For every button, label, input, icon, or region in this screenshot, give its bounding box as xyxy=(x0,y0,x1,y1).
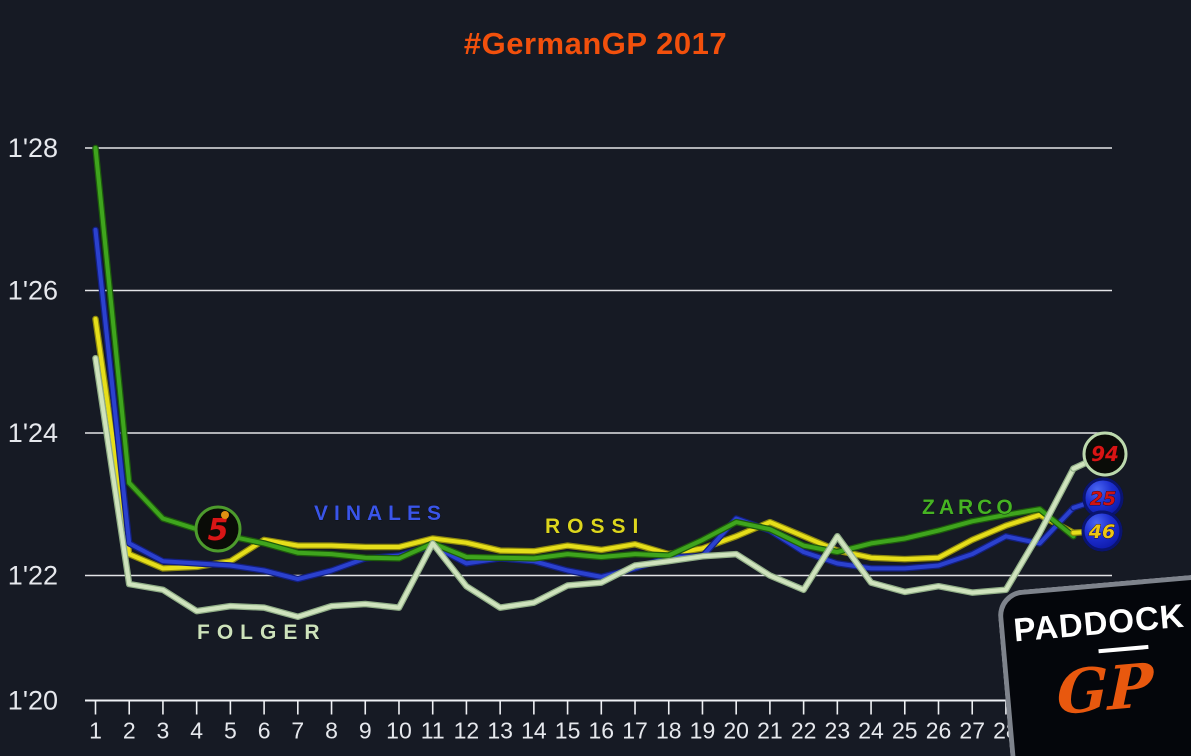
y-tick-label: 1'20 xyxy=(8,686,58,716)
chart-title: #GermanGP 2017 xyxy=(463,26,728,61)
x-tick-label: 14 xyxy=(521,718,547,744)
x-tick-label: 2 xyxy=(123,718,136,744)
x-tick-label: 7 xyxy=(291,718,304,744)
rider-number: 46 xyxy=(1088,521,1115,543)
y-tick-label: 1'28 xyxy=(8,133,58,163)
x-tick-label: 1 xyxy=(89,718,102,744)
x-tick-label: 23 xyxy=(825,718,851,744)
series-zarco xyxy=(92,144,1077,562)
x-tick-label: 20 xyxy=(723,718,749,744)
x-tick-label: 16 xyxy=(589,718,615,744)
x-tick-label: 12 xyxy=(454,718,480,744)
series-vinales xyxy=(92,226,1077,583)
x-tick-label: 22 xyxy=(791,718,817,744)
rider-badge-5: 5 xyxy=(194,505,242,553)
x-tick-label: 26 xyxy=(926,718,952,744)
x-tick-label: 25 xyxy=(892,718,918,744)
y-tick-label: 1'24 xyxy=(8,418,58,448)
x-tick-label: 11 xyxy=(421,718,445,744)
x-tick-label: 19 xyxy=(690,718,716,744)
rider-badge-25: 25 xyxy=(1082,477,1124,519)
x-tick-label: 13 xyxy=(487,718,513,744)
rider-badge-46: 46 xyxy=(1081,510,1123,552)
x-tick-label: 5 xyxy=(224,718,237,744)
y-axis-labels: 1'28 1'26 1'24 1'22 1'20 xyxy=(8,133,58,716)
x-tick-label: 8 xyxy=(325,718,338,744)
x-tick-label: 4 xyxy=(190,718,203,744)
rider-label-zarco: ZARCO xyxy=(922,496,1017,519)
rider-number: 5 xyxy=(208,513,229,548)
paddockgp-logo-gp: GP xyxy=(1056,650,1154,730)
y-tick-label: 1'22 xyxy=(8,561,58,591)
x-tick-label: 21 xyxy=(757,718,783,744)
rider-label-vinales: VINALES xyxy=(314,502,447,525)
x-tick-label: 15 xyxy=(555,718,581,744)
rider-number: 94 xyxy=(1091,442,1119,466)
x-axis: 1 2 3 4 5 6 7 8 9 10 11 12 13 14 15 16 17 18 19 20 21 22 23 24 2… xyxy=(85,699,1112,744)
x-tick-label: 6 xyxy=(258,718,271,744)
paddockgp-logo: PADDOCK GP xyxy=(996,571,1191,756)
rider-badge-94: 94 xyxy=(1082,431,1128,477)
x-tick-label: 18 xyxy=(656,718,682,744)
rider-label-rossi: ROSSI xyxy=(545,515,645,538)
rider-label-folger: FOLGER xyxy=(197,621,327,644)
y-tick-label: 1'26 xyxy=(8,276,58,306)
x-tick-label: 10 xyxy=(386,718,412,744)
x-tick-label: 9 xyxy=(359,718,372,744)
x-tick-label: 17 xyxy=(622,718,648,744)
x-tick-label: 24 xyxy=(858,718,884,744)
x-tick-label: 3 xyxy=(157,718,170,744)
x-tick-label: 27 xyxy=(959,718,985,744)
paddockgp-logo-text: PADDOCK xyxy=(1012,596,1187,649)
rider-number: 25 xyxy=(1090,488,1116,510)
series-folger xyxy=(92,354,1077,621)
